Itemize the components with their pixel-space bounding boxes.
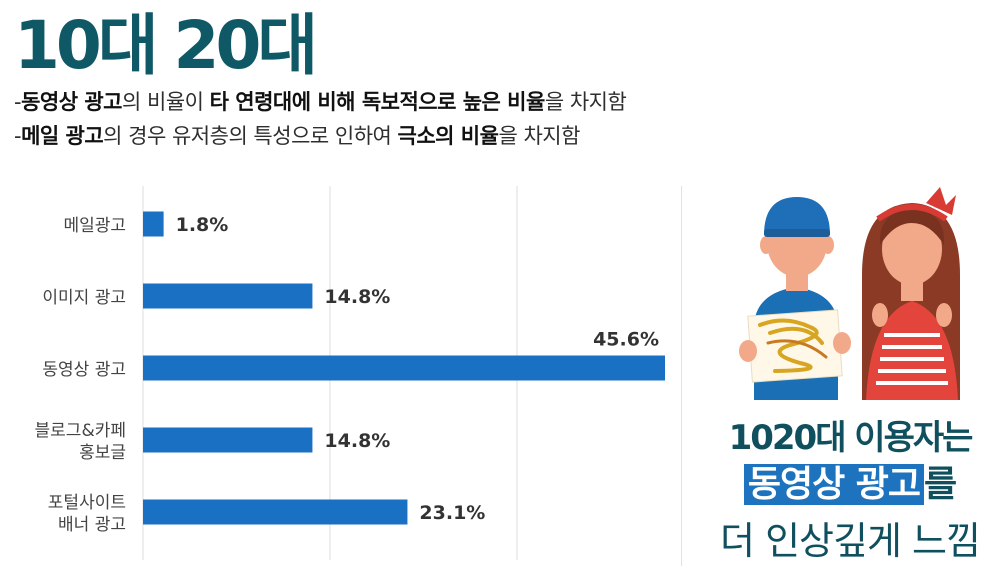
callout-line-2: 동영상 광고 를 (700, 462, 1000, 508)
bar-1 (143, 283, 313, 309)
text-part: 을 차지함 (498, 124, 580, 148)
category-label-1: 이미지 광고 (42, 288, 126, 308)
boy-figure (739, 197, 851, 400)
bar-2 (143, 355, 665, 381)
dash: - (14, 124, 22, 148)
text-part: 을 차지함 (544, 90, 627, 114)
value-label-1: 14.8% (324, 286, 390, 308)
teenagers-illustration (739, 187, 960, 400)
callout-suffix: 를 (924, 464, 957, 505)
category-label-4: 배너 광고 (58, 515, 126, 535)
bar-0 (143, 211, 164, 237)
category-label-4: 포털사이트 (48, 493, 126, 513)
description-line-mail-ad: -메일 광고의 경우 유저층의 특성으로 인하여 극소의 비율을 차지함 (14, 122, 580, 150)
value-label-3: 14.8% (324, 430, 390, 452)
category-label-3: 블로그&카페 (35, 421, 126, 441)
category-label-0: 메일광고 (63, 216, 126, 236)
divider-line (681, 186, 682, 566)
text-part: 의 비율이 (122, 90, 210, 114)
emphasis-video-ad: 동영상 광고 (21, 90, 122, 114)
category-label-2: 동영상 광고 (42, 360, 126, 380)
girl-figure (862, 187, 960, 400)
callout-line-3: 더 인상깊게 느낌 (720, 519, 981, 563)
category-label-3: 홍보글 (79, 443, 126, 463)
description-line-video-ad: -동영상 광고의 비율이 타 연령대에 비해 독보적으로 높은 비율을 차지함 (14, 88, 627, 116)
callout-highlight: 동영상 광고 (743, 464, 924, 505)
emphasis-high-ratio: 타 연령대에 비해 독보적으로 높은 비율 (209, 90, 546, 114)
value-label-4: 23.1% (419, 502, 485, 524)
callout-line-1: 1020대 이용자는 (728, 418, 974, 458)
bar-3 (143, 427, 313, 453)
text-part: 의 경우 유저층의 특성으로 인하여 (103, 124, 398, 148)
dash: - (14, 90, 22, 114)
bar-4 (143, 499, 408, 525)
page-title: 10대 20대 (14, 7, 318, 84)
emphasis-minimal-ratio: 극소의 비율 (397, 124, 499, 148)
value-label-0: 1.8% (176, 214, 229, 236)
value-label-2: 45.6% (593, 329, 659, 351)
emphasis-mail-ad: 메일 광고 (21, 124, 104, 148)
